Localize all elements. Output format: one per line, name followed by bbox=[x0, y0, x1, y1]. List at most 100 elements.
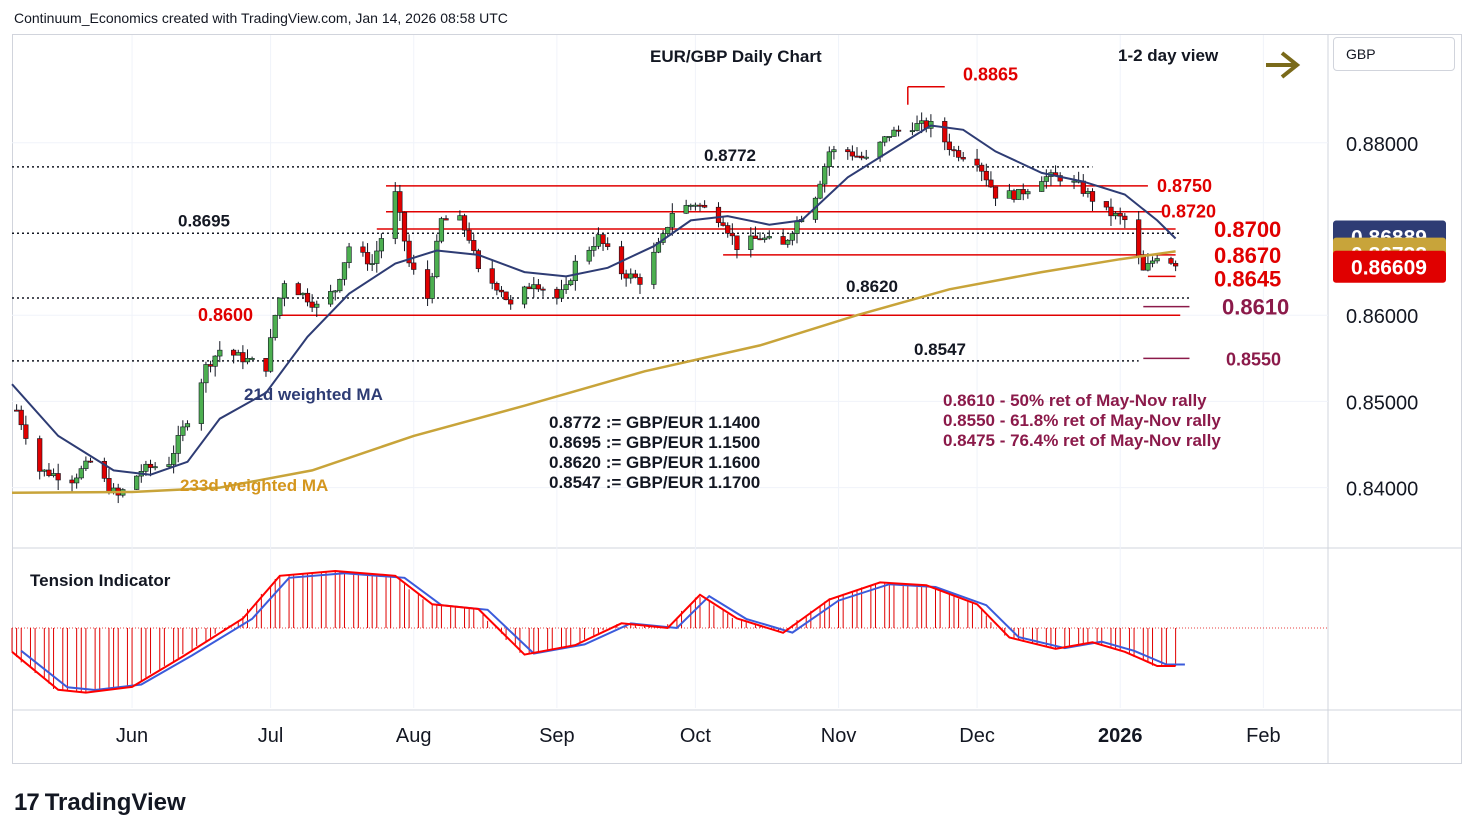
candle-body bbox=[605, 243, 611, 247]
tradingview-logo[interactable]: 17 TradingView bbox=[14, 788, 186, 818]
candle-body bbox=[1089, 191, 1096, 202]
candle-body bbox=[891, 129, 897, 137]
arrow-right-icon bbox=[1266, 51, 1301, 79]
candle-body bbox=[688, 204, 694, 207]
conversion-line-4: 0.8547 := GBP/EUR 1.1700 bbox=[549, 473, 760, 492]
candle-body bbox=[951, 149, 957, 152]
candle-body bbox=[217, 349, 223, 357]
candle-body bbox=[1122, 215, 1128, 221]
candle-body bbox=[18, 409, 24, 426]
candle-body bbox=[1020, 189, 1026, 195]
candle-body bbox=[1140, 256, 1146, 271]
candle-body bbox=[198, 382, 204, 424]
retracement-line-1: 0.8610 - 50% ret of May-Nov rally bbox=[943, 391, 1207, 410]
y-tick-label: 0.84000 bbox=[1346, 479, 1418, 501]
candle-body bbox=[429, 276, 435, 299]
candle-body bbox=[328, 291, 334, 305]
candle-body bbox=[69, 479, 75, 484]
candle-body bbox=[780, 236, 786, 245]
candle-body bbox=[877, 141, 883, 158]
chart-title: EUR/GBP Daily Chart bbox=[650, 47, 822, 66]
candle-body bbox=[1154, 258, 1160, 262]
tension-title: Tension Indicator bbox=[30, 571, 171, 590]
candle-body bbox=[175, 435, 181, 454]
candles bbox=[14, 112, 1179, 504]
candle-body bbox=[443, 218, 449, 221]
candle-body bbox=[692, 204, 698, 207]
candle-body bbox=[794, 221, 800, 234]
candle-body bbox=[1103, 201, 1109, 208]
candle-body bbox=[263, 358, 269, 372]
candle-body bbox=[895, 129, 902, 132]
candle-body bbox=[974, 158, 980, 166]
candle-body bbox=[281, 283, 288, 299]
level-label: 0.8547 bbox=[914, 340, 966, 359]
candle-body bbox=[859, 155, 865, 159]
candle-body bbox=[309, 301, 315, 308]
candle-body bbox=[1016, 189, 1022, 200]
x-tick-label: 2026 bbox=[1098, 725, 1143, 747]
candle-body bbox=[849, 151, 855, 157]
candle-body bbox=[300, 292, 306, 296]
candle-body bbox=[651, 251, 657, 285]
candle-body bbox=[498, 289, 505, 293]
candle-body bbox=[600, 234, 606, 244]
level-label: 0.8620 bbox=[846, 277, 898, 296]
candle-body bbox=[531, 284, 537, 290]
candle-body bbox=[50, 473, 57, 476]
candle-body bbox=[461, 215, 468, 231]
x-tick-label: Nov bbox=[821, 725, 857, 747]
candle-body bbox=[203, 364, 209, 384]
x-tick-label: Dec bbox=[959, 725, 995, 747]
candle-body bbox=[508, 299, 514, 305]
candle-body bbox=[166, 464, 172, 467]
tradingview-logo-text: TradingView bbox=[44, 789, 186, 816]
ma233-line bbox=[11, 250, 1176, 495]
candle-body bbox=[1145, 263, 1151, 271]
candle-body bbox=[942, 121, 948, 143]
candle-body bbox=[369, 263, 375, 265]
tradingview-logo-icon: 17 bbox=[14, 789, 40, 816]
price-axis: 0.88000 0.86000 0.85000 0.84000 bbox=[1346, 134, 1418, 501]
candle-body bbox=[55, 473, 61, 481]
candle-body bbox=[364, 252, 371, 265]
candle-body bbox=[697, 204, 703, 207]
level-label: 0.8550 bbox=[1226, 349, 1281, 369]
currency-selector[interactable]: GBP bbox=[1333, 37, 1455, 71]
candle-body bbox=[244, 358, 251, 363]
candle-body bbox=[1025, 191, 1031, 195]
candle-body bbox=[988, 179, 994, 188]
candle-body bbox=[766, 236, 772, 239]
level-label: 0.8670 bbox=[1214, 243, 1281, 268]
level-label: 0.8772 bbox=[704, 146, 756, 165]
level-label: 0.8700 bbox=[1214, 217, 1281, 242]
candle-body bbox=[831, 149, 837, 153]
candle-body bbox=[757, 238, 763, 241]
candle-body bbox=[392, 191, 398, 239]
candle-body bbox=[41, 469, 47, 472]
candle-body bbox=[341, 262, 348, 280]
candle-body bbox=[558, 289, 565, 299]
candle-body bbox=[1168, 258, 1174, 264]
candle-body bbox=[762, 237, 768, 240]
candle-body bbox=[401, 212, 408, 242]
candle-body bbox=[1006, 190, 1012, 199]
candle-body bbox=[231, 349, 237, 356]
candle-body bbox=[628, 273, 634, 279]
candle-body bbox=[332, 290, 338, 293]
candle-body bbox=[992, 186, 999, 199]
candle-body bbox=[171, 453, 177, 465]
candle-body bbox=[184, 423, 191, 428]
candle-body bbox=[1136, 219, 1142, 257]
candle-body bbox=[235, 352, 241, 356]
candle-body bbox=[304, 292, 311, 303]
view-label: 1-2 day view bbox=[1118, 46, 1219, 65]
candle-body bbox=[683, 205, 689, 214]
candle-body bbox=[568, 280, 574, 286]
candle-body bbox=[411, 262, 417, 270]
tension-fast-line bbox=[11, 569, 1176, 694]
candle-body bbox=[101, 460, 107, 479]
candle-body bbox=[489, 268, 495, 284]
